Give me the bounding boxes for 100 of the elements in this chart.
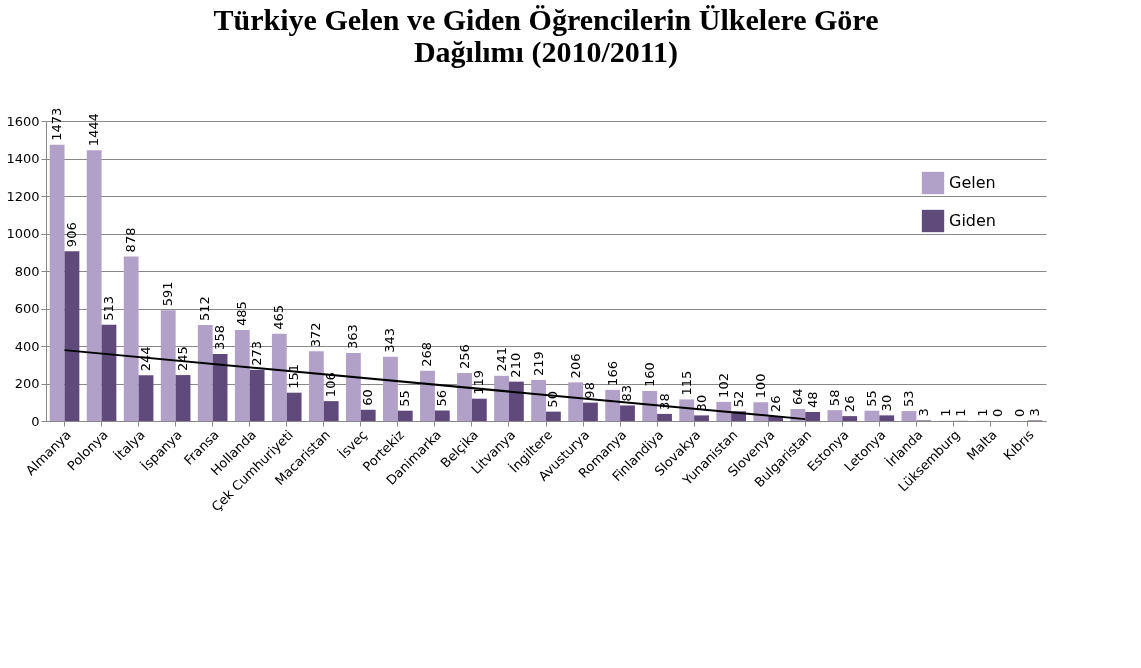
data-label: 83 (619, 384, 635, 402)
bar (508, 381, 524, 421)
data-label: 1444 (86, 113, 102, 147)
y-tick-label: 1600 (6, 113, 40, 129)
data-label: 55 (397, 390, 413, 407)
bar (175, 375, 191, 421)
y-tick-label: 400 (14, 338, 40, 354)
bar (249, 369, 265, 421)
data-label: 1 (975, 408, 991, 417)
data-label: 1473 (49, 107, 65, 141)
chart-title: Türkiye Gelen ve Giden Öğrencilerin Ülkelere Göre Dağılımı (2010/2011) (213, 2, 879, 69)
data-label: 0 (1012, 408, 1028, 417)
data-label: 512 (197, 296, 213, 321)
data-label: 52 (730, 390, 746, 408)
data-label: 98 (582, 382, 598, 399)
data-label: 485 (234, 301, 250, 327)
y-tick-label: 200 (14, 376, 40, 391)
bar (605, 389, 621, 421)
data-label: 513 (100, 295, 116, 321)
legend-label: Giden (949, 211, 996, 230)
bar (138, 375, 154, 421)
bar (568, 382, 584, 421)
y-tick-label: 1200 (6, 188, 40, 204)
data-label: 30 (878, 394, 894, 412)
data-label: 26 (767, 395, 783, 413)
data-label: 210 (508, 352, 524, 378)
bar (546, 411, 561, 421)
bar (197, 325, 213, 421)
data-label: 119 (471, 369, 487, 395)
data-label: 100 (752, 373, 768, 399)
bar (234, 330, 250, 421)
data-label: 0 (989, 408, 1005, 417)
bar (642, 391, 658, 421)
data-label: 106 (323, 372, 339, 398)
bar (420, 370, 435, 421)
bar (101, 324, 117, 421)
bar (160, 310, 176, 421)
data-label: 256 (456, 344, 472, 369)
data-label: 160 (641, 362, 657, 387)
bar (901, 411, 917, 421)
data-label: 268 (419, 341, 435, 367)
data-label: 372 (308, 322, 324, 348)
bar (657, 413, 672, 421)
bar (694, 415, 709, 421)
data-label: 465 (271, 304, 287, 330)
y-tick-label: 1000 (6, 226, 40, 241)
bar (360, 409, 376, 421)
data-label: 115 (678, 370, 694, 396)
bar (434, 410, 450, 421)
bar (271, 333, 287, 421)
bar (123, 256, 139, 421)
data-label: 30 (693, 394, 709, 412)
data-label: 878 (123, 227, 139, 253)
bar (383, 356, 398, 421)
bar (397, 410, 413, 421)
bar (842, 416, 858, 421)
bar (827, 410, 843, 421)
bar (620, 405, 635, 421)
bar (679, 399, 695, 421)
bar (286, 392, 302, 421)
data-label: 3 (915, 408, 931, 417)
data-label: 60 (360, 389, 376, 406)
data-label: 363 (345, 324, 361, 349)
data-label: 273 (249, 340, 265, 366)
data-label: 591 (160, 281, 176, 307)
bar (323, 401, 339, 421)
data-label: 48 (804, 391, 820, 408)
data-label: 166 (604, 361, 620, 386)
data-label: 55 (863, 390, 879, 407)
y-tick-label: 600 (14, 301, 40, 316)
bar (583, 402, 598, 421)
bar (471, 398, 487, 421)
bar (308, 351, 324, 421)
data-label: 64 (789, 388, 805, 405)
bar (346, 352, 361, 421)
bar (494, 375, 509, 421)
bar (64, 251, 80, 421)
bar (531, 379, 546, 421)
data-label: 3 (1026, 408, 1042, 417)
data-label: 906 (63, 222, 79, 248)
bar (457, 373, 472, 421)
bar (864, 410, 880, 421)
bar (49, 144, 65, 421)
data-label: 206 (567, 353, 583, 379)
data-label: 58 (826, 389, 842, 407)
y-tick-label: 0 (31, 413, 40, 429)
data-label: 102 (715, 373, 731, 398)
data-label: 53 (900, 390, 916, 408)
bar (212, 353, 228, 421)
data-label: 1 (952, 408, 968, 417)
y-tick-label: 1400 (6, 151, 40, 166)
data-label: 151 (286, 363, 302, 389)
data-label: 343 (382, 327, 398, 353)
data-label: 358 (212, 325, 228, 350)
data-label: 26 (841, 395, 857, 413)
data-label: 245 (175, 346, 191, 372)
y-tick-label: 800 (14, 263, 40, 279)
data-label: 1 (938, 408, 953, 417)
bar (86, 150, 102, 421)
bar (879, 415, 895, 421)
